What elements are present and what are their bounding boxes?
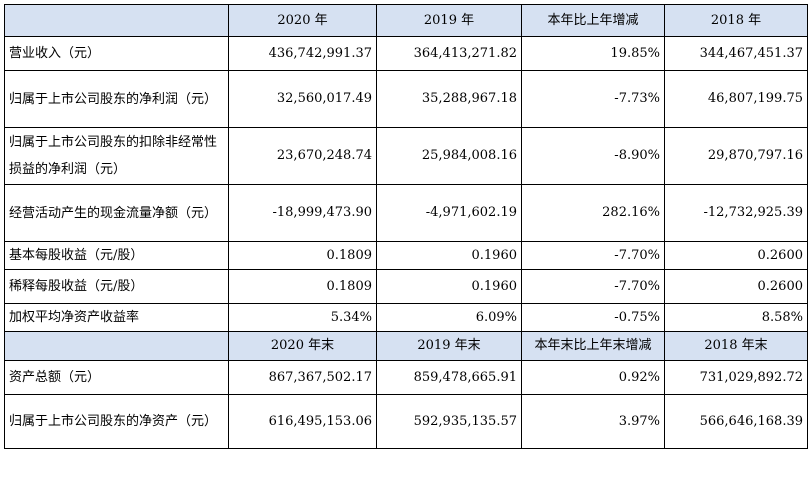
row-label: 经营活动产生的现金流量净额（元）: [4, 184, 229, 242]
table-row: 经营活动产生的现金流量净额（元） -18,999,473.90 -4,971,6…: [4, 184, 808, 242]
value-2020: 0.1809: [228, 269, 377, 304]
value-2018: 29,870,797.16: [664, 127, 808, 185]
value-2020: 23,670,248.74: [228, 127, 377, 185]
value-2019: 25,984,008.16: [376, 127, 522, 185]
value-2018: 0.2600: [664, 241, 808, 270]
row-label: 稀释每股收益（元/股）: [4, 269, 229, 304]
value-2019: 364,413,271.82: [376, 36, 522, 71]
value-2020: 436,742,991.37: [228, 36, 377, 71]
row-label: 资产总额（元）: [4, 360, 229, 395]
value-2020: -18,999,473.90: [228, 184, 377, 242]
value-2018: 566,646,168.39: [664, 394, 808, 449]
row-label: 营业收入（元）: [4, 36, 229, 71]
value-2020: 616,495,153.06: [228, 394, 377, 449]
value-change: 3.97%: [521, 394, 665, 449]
header2-change: 本年末比上年末增减: [521, 331, 665, 361]
value-change: 19.85%: [521, 36, 665, 71]
header-blank-cell: [4, 4, 229, 37]
value-2020: 5.34%: [228, 303, 377, 332]
value-change: 0.92%: [521, 360, 665, 395]
row-label: 基本每股收益（元/股）: [4, 241, 229, 270]
header2-2019: 2019 年末: [376, 331, 522, 361]
header2-2018: 2018 年末: [664, 331, 808, 361]
value-2019: 859,478,665.91: [376, 360, 522, 395]
table-row: 归属于上市公司股东的净资产（元） 616,495,153.06 592,935,…: [4, 394, 808, 449]
value-2018: -12,732,925.39: [664, 184, 808, 242]
value-change: -7.70%: [521, 269, 665, 304]
value-2019: -4,971,602.19: [376, 184, 522, 242]
value-2020: 867,367,502.17: [228, 360, 377, 395]
table-row: 基本每股收益（元/股） 0.1809 0.1960 -7.70% 0.2600: [4, 241, 808, 270]
value-change: -7.73%: [521, 70, 665, 128]
value-2019: 6.09%: [376, 303, 522, 332]
value-2019: 35,288,967.18: [376, 70, 522, 128]
header-2020: 2020 年: [228, 4, 377, 37]
value-2018: 46,807,199.75: [664, 70, 808, 128]
row-label: 归属于上市公司股东的净资产（元）: [4, 394, 229, 449]
table-header-row-year-end: 2020 年末 2019 年末 本年末比上年末增减 2018 年末: [4, 331, 808, 361]
value-change: -0.75%: [521, 303, 665, 332]
row-label: 归属于上市公司股东的净利润（元）: [4, 70, 229, 128]
table-row: 稀释每股收益（元/股） 0.1809 0.1960 -7.70% 0.2600: [4, 269, 808, 304]
value-2019: 0.1960: [376, 269, 522, 304]
financial-summary-table: 2020 年 2019 年 本年比上年增减 2018 年 营业收入（元） 436…: [4, 4, 808, 449]
table-header-row: 2020 年 2019 年 本年比上年增减 2018 年: [4, 4, 808, 37]
header-2018: 2018 年: [664, 4, 808, 37]
value-2020: 0.1809: [228, 241, 377, 270]
value-change: -7.70%: [521, 241, 665, 270]
value-2018: 8.58%: [664, 303, 808, 332]
row-label: 归属于上市公司股东的扣除非经常性损益的净利润（元）: [4, 127, 229, 185]
value-2020: 32,560,017.49: [228, 70, 377, 128]
row-label: 加权平均净资产收益率: [4, 303, 229, 332]
value-2018: 344,467,451.37: [664, 36, 808, 71]
header2-2020: 2020 年末: [228, 331, 377, 361]
value-2019: 592,935,135.57: [376, 394, 522, 449]
value-2019: 0.1960: [376, 241, 522, 270]
value-change: -8.90%: [521, 127, 665, 185]
value-2018: 731,029,892.72: [664, 360, 808, 395]
table-row: 营业收入（元） 436,742,991.37 364,413,271.82 19…: [4, 36, 808, 71]
table-row: 归属于上市公司股东的净利润（元） 32,560,017.49 35,288,96…: [4, 70, 808, 128]
value-2018: 0.2600: [664, 269, 808, 304]
table-row: 归属于上市公司股东的扣除非经常性损益的净利润（元） 23,670,248.74 …: [4, 127, 808, 185]
header-2019: 2019 年: [376, 4, 522, 37]
table-row: 加权平均净资产收益率 5.34% 6.09% -0.75% 8.58%: [4, 303, 808, 332]
header-change: 本年比上年增减: [521, 4, 665, 37]
table-row: 资产总额（元） 867,367,502.17 859,478,665.91 0.…: [4, 360, 808, 395]
header2-blank-cell: [4, 331, 229, 361]
value-change: 282.16%: [521, 184, 665, 242]
